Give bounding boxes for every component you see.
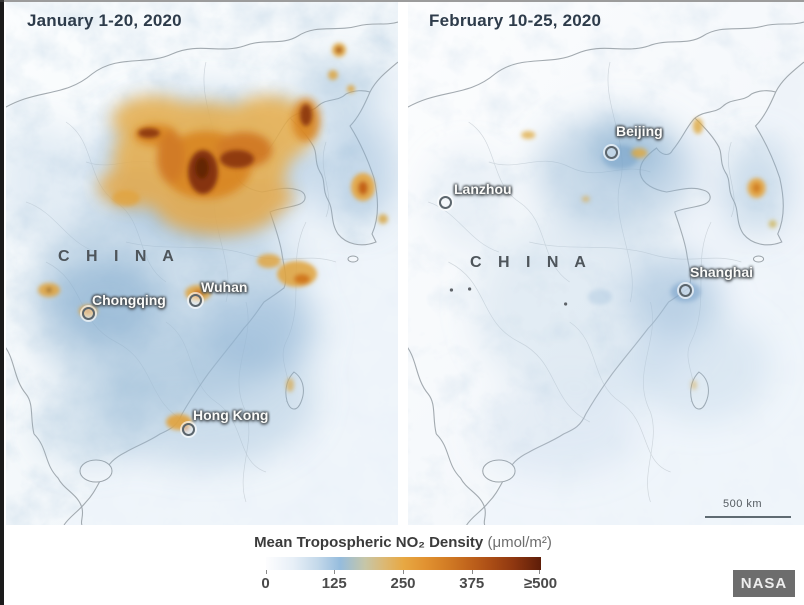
country-label-china: C H I N A <box>470 254 589 271</box>
tick-label-0: 0 <box>261 575 270 592</box>
city-label-beijing: Beijing <box>616 123 663 139</box>
panel-title-january: January 1-20, 2020 <box>27 11 182 30</box>
tick-mark <box>265 570 267 574</box>
city-marker-beijing <box>605 146 618 159</box>
satellite-map-february <box>408 2 804 525</box>
tick-label-375: 375 <box>459 575 485 592</box>
city-label-lanzhou: Lanzhou <box>454 181 512 197</box>
tick-label-500: ≥500 <box>523 575 558 592</box>
tick-mark <box>403 570 404 574</box>
top-border <box>0 0 804 2</box>
city-label-shanghai: Shanghai <box>690 264 754 280</box>
tick-labels: 0 125 250 375 ≥500 <box>261 575 557 595</box>
city-marker-lanzhou <box>439 196 452 209</box>
city-marker-shanghai <box>679 284 692 297</box>
tick-label-125: 125 <box>321 575 347 592</box>
no2-legend: Mean Tropospheric NO₂ Density (μmol/m²) … <box>252 534 557 595</box>
nasa-watermark: NASA <box>733 570 795 597</box>
panel-title-february: February 10-25, 2020 <box>429 11 602 30</box>
city-label-chongqing: Chongqing <box>92 292 166 308</box>
left-border <box>0 0 4 605</box>
city-label-hong-kong: Hong Kong <box>193 407 269 423</box>
legend-title-text: Mean Tropospheric NO₂ Density <box>254 534 484 551</box>
tick-mark <box>471 570 473 574</box>
scale-bar-label: 500 km <box>723 498 763 510</box>
city-label-wuhan: Wuhan <box>201 279 248 295</box>
legend-units: (μmol/m²) <box>487 534 552 551</box>
city-marker-wuhan <box>189 294 202 307</box>
map-panel-january: January 1-20, 2020 C H I N A Chongqing W… <box>6 2 398 525</box>
city-marker-hong-kong <box>182 423 195 436</box>
tick-label-250: 250 <box>390 575 416 592</box>
tick-mark <box>334 570 336 574</box>
colorbar-gradient <box>265 557 541 570</box>
map-panel-february: February 10-25, 2020 C H I N A Lanzhou B… <box>408 2 804 525</box>
country-label-china: C H I N A <box>58 248 177 265</box>
scale-bar-line <box>705 516 791 518</box>
satellite-map-january <box>6 2 398 525</box>
tick-mark <box>539 570 541 574</box>
legend-title: Mean Tropospheric NO₂ Density (μmol/m²) <box>252 534 554 551</box>
colorbar: 0 125 250 375 ≥500 <box>261 557 557 595</box>
city-marker-chongqing <box>82 307 95 320</box>
